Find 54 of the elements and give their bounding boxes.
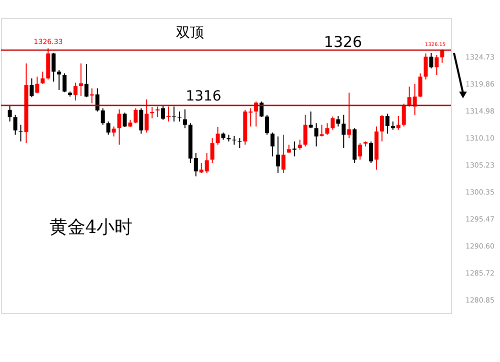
candlestick (260, 101, 264, 118)
candlestick (84, 63, 88, 98)
candlestick (434, 54, 439, 76)
candlestick (122, 112, 127, 128)
candlestick (254, 101, 258, 127)
candlestick (418, 72, 422, 98)
candlestick (314, 122, 318, 147)
candlestick (429, 52, 434, 69)
candlestick (424, 52, 428, 80)
candlestick (100, 108, 105, 126)
candlestick (369, 140, 374, 164)
candlestick (281, 134, 286, 174)
candlestick (30, 78, 34, 98)
candlestick (303, 114, 308, 147)
annotation: 双顶 (176, 25, 204, 41)
candlestick (35, 76, 40, 94)
candlestick (40, 71, 45, 84)
candlestick (13, 114, 18, 136)
ref-line-label: 1316 (186, 88, 222, 104)
candlestick (396, 115, 400, 130)
candlestick (402, 103, 406, 127)
candlestick (62, 72, 67, 93)
candlestick (139, 108, 144, 134)
candlestick (161, 106, 166, 120)
annotation: 黄金4小时 (49, 217, 133, 238)
candlestick (134, 108, 138, 124)
candlestick (347, 92, 352, 139)
candlestick (182, 108, 187, 129)
candlestick (210, 138, 214, 164)
candlestick (95, 88, 100, 112)
candlestick (144, 98, 149, 134)
candlestick (106, 121, 110, 136)
candlestick (342, 114, 346, 149)
candlestick (336, 115, 340, 127)
candlestick (358, 142, 362, 160)
candlestick (325, 122, 330, 136)
candlestick (52, 52, 56, 82)
candlestick (385, 113, 390, 134)
candlestick (112, 126, 116, 137)
candlestick (216, 126, 220, 146)
candlestick (117, 108, 122, 146)
ref-line-label: 1326 (324, 33, 362, 52)
candlestick (74, 82, 78, 101)
candlestick (298, 139, 302, 150)
candlestick (8, 106, 12, 122)
candlestick (320, 124, 324, 137)
candlestick (57, 70, 62, 90)
candlestick (265, 114, 270, 136)
candlestick (270, 132, 275, 157)
candlestick (276, 136, 280, 174)
candlestick (330, 116, 335, 130)
candlestick (308, 111, 313, 129)
candlestick (78, 62, 83, 97)
candlestick (380, 114, 384, 142)
